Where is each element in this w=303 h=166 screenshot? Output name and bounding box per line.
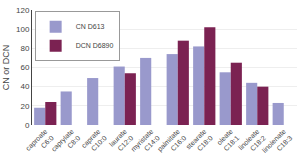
- svg-text:oleateC18:1: oleateC18:1: [215, 128, 240, 153]
- svg-text:myristateC14:0: myristateC14:0: [129, 128, 161, 160]
- svg-text:0: 0: [25, 121, 30, 130]
- svg-text:20: 20: [20, 102, 29, 111]
- svg-text:caproateC6:0: caproateC6:0: [24, 128, 55, 159]
- svg-text:laurateC12:0: laurateC12:0: [108, 128, 135, 155]
- svg-text:CN D613: CN D613: [76, 23, 105, 30]
- svg-text:100: 100: [16, 25, 30, 34]
- svg-text:60: 60: [20, 63, 29, 72]
- svg-text:DCN D6890: DCN D6890: [76, 42, 114, 49]
- svg-text:120: 120: [16, 6, 30, 15]
- svg-text:linolenateC18:3: linolenateC18:3: [261, 128, 294, 161]
- svg-text:caprylateC8:0: caprylateC8:0: [50, 128, 82, 160]
- svg-text:palmitateC16:0: palmitateC16:0: [156, 128, 188, 160]
- svg-text:CN or DCN: CN or DCN: [1, 45, 11, 91]
- svg-text:caprateC10:0: caprateC10:0: [80, 128, 108, 156]
- svg-text:80: 80: [20, 44, 29, 53]
- svg-text:40: 40: [20, 82, 29, 91]
- svg-text:linoleateC18:2: linoleateC18:2: [237, 128, 267, 158]
- svg-text:stearateC18:0: stearateC18:0: [185, 128, 214, 157]
